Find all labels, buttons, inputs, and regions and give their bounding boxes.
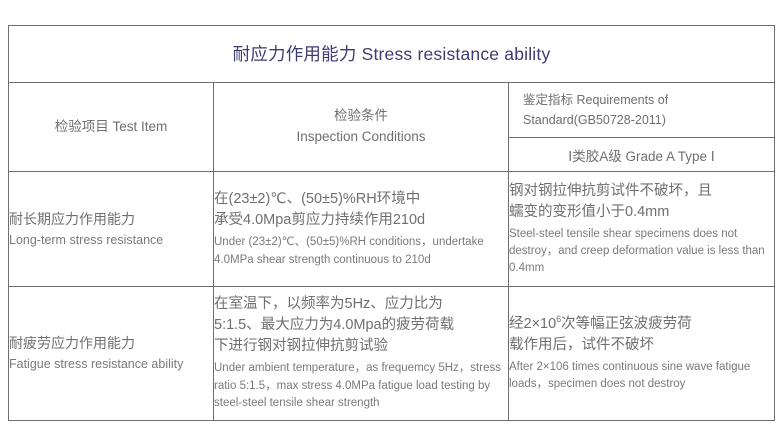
row2-requirements-cn-line2: 载作用后，试件不破坏	[509, 336, 654, 353]
row2-req-exponent: 6	[556, 313, 562, 324]
header-requirements-grade: Ⅰ类胶A级 Grade A Type Ⅰ	[509, 137, 775, 171]
row1-conditions-cn-line1: 在(23±2)℃、(50±5)%RH环境中	[214, 191, 421, 208]
row1-test-item: 耐长期应力作用能力 Long-term stress resistance	[8, 171, 214, 287]
row2-conditions-cn-line3: 下进行钢对钢拉伸抗剪试验	[214, 338, 388, 355]
stress-resistance-table: 耐应力作用能力 Stress resistance ability 检验项目 T…	[7, 25, 776, 421]
row2-conditions-en: Under ambient temperature，as frequemcy 5…	[214, 362, 501, 410]
row1-conditions: 在(23±2)℃、(50±5)%RH环境中 承受4.0Mpa剪应力持续作用210…	[213, 171, 509, 287]
row2-requirements-en: After 2×106 times continuous sine wave f…	[509, 360, 751, 391]
row2-test-item-en: Fatigue stress resistance ability	[9, 357, 184, 372]
row1-test-item-en: Long-term stress resistance	[9, 232, 164, 247]
row1-conditions-cn-line2: 承受4.0Mpa剪应力持续作用210d	[214, 212, 426, 229]
header-inspection-conditions: 检验条件 Inspection Conditions	[213, 82, 509, 172]
row1-conditions-en: Under (23±2)℃、(50±5)%RH conditions，under…	[214, 236, 484, 266]
row2-requirements-cn-line1: 经2×106次等幅正弦波疲劳荷	[509, 314, 774, 335]
header-test-item-label: 检验项目 Test Item	[54, 118, 168, 134]
row1-requirements-en: Steel-steel tensile shear specimens does…	[509, 227, 765, 275]
header-requirements: 鉴定指标 Requirements of Standard(GB50728-20…	[507, 82, 776, 172]
row1-requirements: 钢对钢拉伸抗剪试件不破坏，且 蠕变的变形值小于0.4mm Steel-steel…	[507, 171, 776, 287]
header-requirements-label: 鉴定指标 Requirements of Standard(GB50728-20…	[523, 92, 669, 127]
row2-req-suffix: 次等幅正弦波疲劳荷	[561, 315, 692, 332]
table-title-row: 耐应力作用能力 Stress resistance ability	[7, 25, 776, 83]
table-header-row: 检验项目 Test Item 检验条件 Inspection Condition…	[8, 82, 776, 172]
row1-test-item-cn: 耐长期应力作用能力	[9, 210, 135, 227]
row2-conditions: 在室温下，以频率为5Hz、应力比为 5:1.5、最大应力为4.0Mpa的疲劳荷载…	[213, 286, 509, 421]
row2-req-prefix: 经2×10	[509, 315, 557, 332]
row2-conditions-cn-line1: 在室温下，以频率为5Hz、应力比为	[214, 296, 443, 313]
row1-requirements-cn-line1: 钢对钢拉伸抗剪试件不破坏，且	[509, 182, 712, 199]
table-row: 耐长期应力作用能力 Long-term stress resistance 在(…	[8, 171, 776, 287]
table-row: 耐疲劳应力作用能力 Fatigue stress resistance abil…	[8, 286, 776, 421]
row2-conditions-cn-line2: 5:1.5、最大应力为4.0Mpa的疲劳荷载	[214, 317, 455, 334]
header-inspection-conditions-cn: 检验条件	[334, 108, 388, 124]
header-inspection-conditions-en: Inspection Conditions	[296, 129, 426, 144]
row1-requirements-cn-line2: 蠕变的变形值小于0.4mm	[509, 203, 670, 220]
header-requirements-top: 鉴定指标 Requirements of Standard(GB50728-20…	[509, 83, 774, 137]
row2-test-item: 耐疲劳应力作用能力 Fatigue stress resistance abil…	[8, 286, 214, 421]
row2-test-item-cn: 耐疲劳应力作用能力	[9, 335, 135, 352]
page-title: 耐应力作用能力 Stress resistance ability	[232, 43, 551, 64]
header-test-item: 检验项目 Test Item	[8, 82, 214, 172]
table-title-cell: 耐应力作用能力 Stress resistance ability	[7, 25, 776, 83]
row2-requirements: 经2×106次等幅正弦波疲劳荷 载作用后，试件不破坏 After 2×106 t…	[507, 286, 776, 421]
